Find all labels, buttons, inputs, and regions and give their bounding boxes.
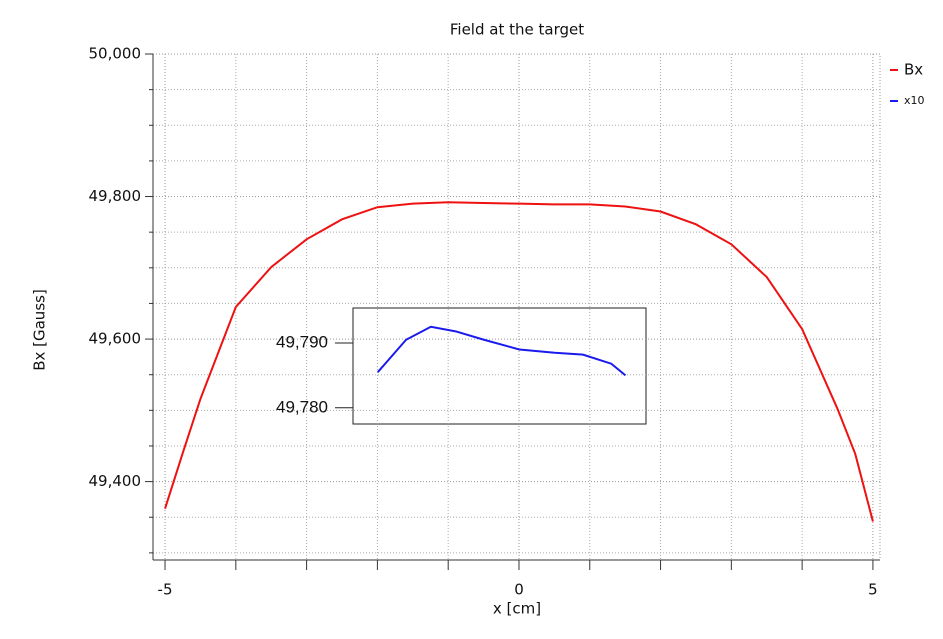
y-tick-label: 50,000 — [89, 45, 142, 63]
y-axis-label: Bx [Gauss] — [31, 289, 49, 371]
y-tick-label: 49,600 — [89, 330, 142, 348]
x-tick-label: -5 — [158, 581, 173, 599]
main-plot: 49,400 49,600 49,800 50,000 -5 0 5 — [89, 45, 881, 599]
inset-box — [352, 307, 647, 425]
x-axis-label: x [cm] — [493, 600, 541, 618]
legend-label: x10 — [904, 94, 925, 107]
y-tick-label: 49,780 — [276, 397, 328, 416]
chart-title: Field at the target — [450, 21, 584, 39]
y-tick-label: 49,400 — [89, 472, 142, 490]
y-tick-label: 49,800 — [89, 187, 142, 205]
x-tick-label: 0 — [514, 581, 524, 599]
x-tick-label: 5 — [868, 581, 878, 599]
data-line — [164, 201, 874, 522]
legend-label: Bx — [904, 61, 923, 79]
y-tick-label: 49,790 — [276, 332, 328, 351]
data-line — [377, 325, 627, 377]
inset-plot: 49,780 49,790 — [276, 325, 627, 416]
